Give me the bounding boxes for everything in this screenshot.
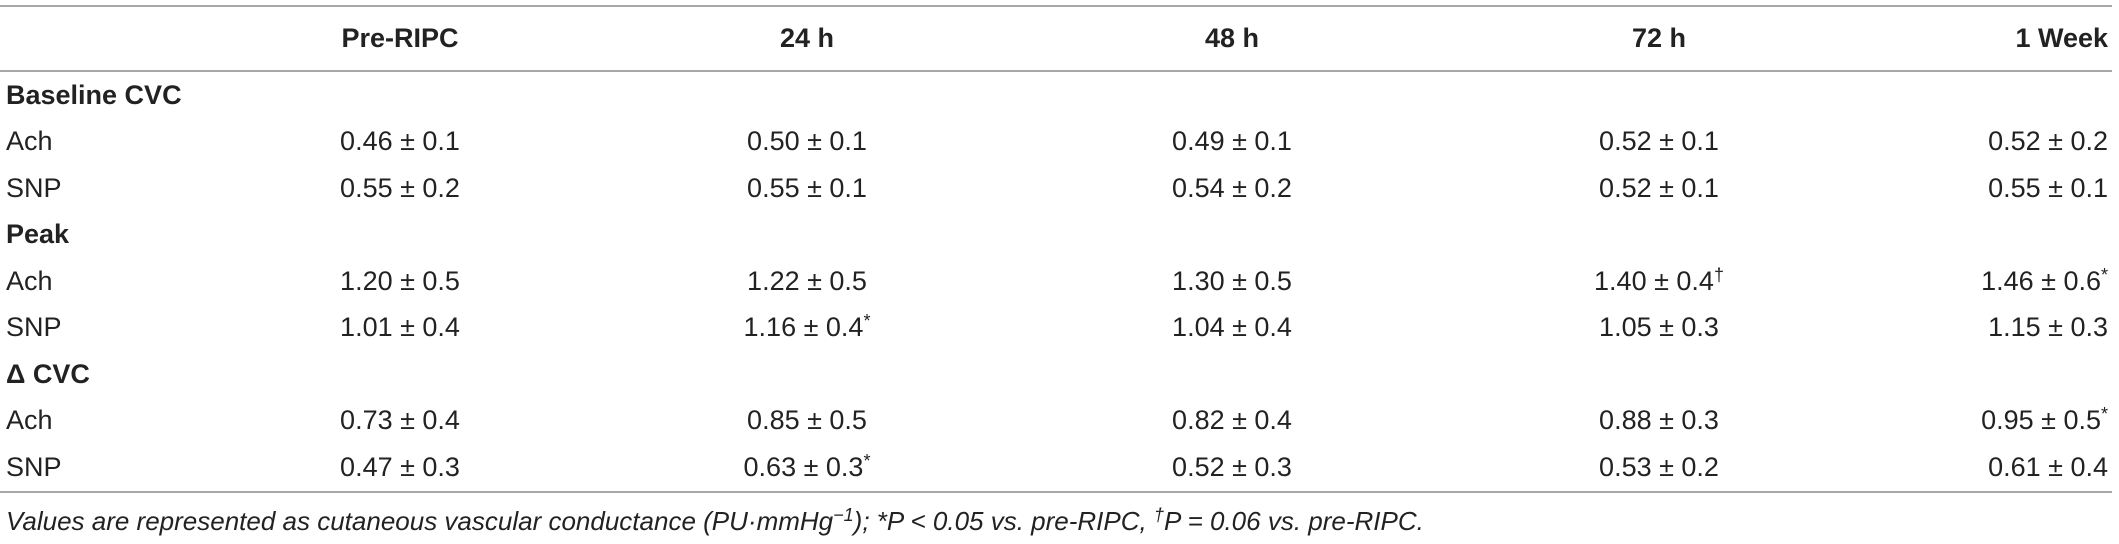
cell: 0.85 ± 0.5 [747,405,867,436]
row-label: SNP [6,451,62,482]
section-row: Δ CVC [0,351,2112,398]
footnote-text: ); *P < 0.05 vs. pre-RIPC, [853,506,1154,536]
column-header [0,6,230,72]
cell: 1.20 ± 0.5 [340,265,460,296]
table-body: Baseline CVC Ach 0.46 ± 0.1 0.50 ± 0.1 0.49 … [0,71,2112,492]
cell: 1.22 ± 0.5 [747,265,867,296]
cell: 0.52 ± 0.1 [1599,126,1719,157]
cell: 0.88 ± 0.3 [1599,405,1719,436]
cell: 0.55 ± 0.1 [1988,172,2108,203]
cell: 1.05 ± 0.3 [1599,312,1719,343]
cell: 0.52 ± 0.3 [1172,451,1292,482]
data-row: Ach 0.46 ± 0.1 0.50 ± 0.1 0.49 ± 0.1 0.52 ± … [0,119,2112,166]
cell: 0.82 ± 0.4 [1172,405,1292,436]
significance-mark: * [2100,264,2108,285]
column-header: 48 h [1044,6,1420,72]
cell: 0.47 ± 0.3 [340,451,460,482]
cell: 0.55 ± 0.1 [747,172,867,203]
column-header: Pre-RIPC [230,6,570,72]
footnote-superscript: −1 [833,505,854,525]
row-label: SNP [6,312,62,343]
cell: 0.61 ± 0.4 [1988,451,2108,482]
cell: 1.40 ± 0.4† [1420,258,1898,305]
cell: 0.53 ± 0.2 [1599,451,1719,482]
row-label: Ach [6,126,53,157]
significance-mark: † [1713,264,1724,285]
data-row: SNP 1.01 ± 0.4 1.16 ± 0.4* 1.04 ± 0.4 1.05 ±… [0,305,2112,352]
section-title: Baseline CVC [6,79,182,110]
cell: 0.54 ± 0.2 [1172,172,1292,203]
cell: 0.73 ± 0.4 [340,405,460,436]
significance-mark: * [863,311,871,332]
data-row: SNP 0.55 ± 0.2 0.55 ± 0.1 0.54 ± 0.2 0.52 ± … [0,165,2112,212]
cell: 1.16 ± 0.4* [570,305,1044,352]
section-row: Peak [0,212,2112,259]
row-label: Ach [6,265,53,296]
footnote-superscript: † [1153,505,1164,525]
cell: 1.04 ± 0.4 [1172,312,1292,343]
cell-value: 1.46 ± 0.6 [1981,265,2101,296]
cell: 0.50 ± 0.1 [747,126,867,157]
section-title: Peak [6,219,70,250]
footnote: Values are represented as cutaneous vasc… [6,506,1424,537]
data-row: Ach 1.20 ± 0.5 1.22 ± 0.5 1.30 ± 0.5 1.40 ± … [0,258,2112,305]
column-header: 1 Week [1898,6,2112,72]
column-header: 24 h [570,6,1044,72]
significance-mark: * [2100,404,2108,425]
cell: 0.46 ± 0.1 [340,126,460,157]
cell: 0.55 ± 0.2 [340,172,460,203]
row-label: Ach [6,405,53,436]
cell-value: 0.63 ± 0.3 [743,451,864,482]
footnote-text: Values are represented as cutaneous vasc… [6,506,834,536]
cell: 1.30 ± 0.5 [1172,265,1292,296]
cell: 0.95 ± 0.5* [1898,398,2112,445]
cell-value: 0.95 ± 0.5 [1981,405,2101,436]
cell: 1.15 ± 0.3 [1988,312,2108,343]
data-row: SNP 0.47 ± 0.3 0.63 ± 0.3* 0.52 ± 0.3 0.53 ±… [0,444,2112,492]
row-label: SNP [6,172,62,203]
cell-value: 1.40 ± 0.4 [1594,265,1714,296]
cell: 0.49 ± 0.1 [1172,126,1292,157]
significance-mark: * [863,450,871,471]
section-title: Δ CVC [6,358,90,389]
cell: 1.01 ± 0.4 [340,312,460,343]
cell: 0.52 ± 0.1 [1599,172,1719,203]
cell: 1.46 ± 0.6* [1898,258,2112,305]
cell-value: 1.16 ± 0.4 [743,312,864,343]
column-header: 72 h [1420,6,1898,72]
cell: 0.52 ± 0.2 [1988,126,2108,157]
footnote-text: P = 0.06 vs. pre-RIPC. [1163,506,1424,536]
section-row: Baseline CVC [0,71,2112,119]
data-row: Ach 0.73 ± 0.4 0.85 ± 0.5 0.82 ± 0.4 0.88 ± … [0,398,2112,445]
cell: 0.63 ± 0.3* [570,444,1044,492]
